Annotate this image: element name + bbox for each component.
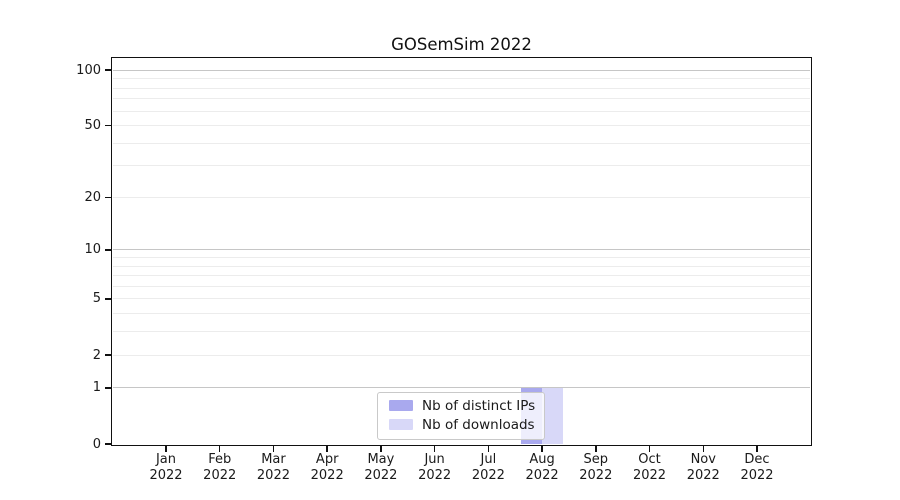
year-label: 2022 bbox=[525, 467, 559, 483]
month-label: May bbox=[367, 452, 395, 467]
minor-gridline bbox=[113, 142, 810, 144]
y-tick-label: 1 bbox=[92, 380, 101, 396]
month-label: Feb bbox=[208, 452, 232, 467]
legend-label-distinct-ips: Nb of distinct IPs bbox=[422, 397, 536, 414]
month-label: Oct bbox=[638, 452, 661, 467]
x-tick-label-jun: Jun 2022 bbox=[403, 452, 467, 483]
x-tick-label-dec: Dec 2022 bbox=[725, 452, 789, 483]
y-tick bbox=[105, 249, 112, 251]
y-tick-label: 2 bbox=[92, 347, 101, 363]
bar-aug-series-1 bbox=[542, 387, 564, 444]
minor-gridline bbox=[113, 313, 810, 315]
year-label: 2022 bbox=[203, 467, 237, 483]
minor-gridline bbox=[113, 275, 810, 277]
legend-item-distinct-ips: Nb of distinct IPs bbox=[378, 396, 544, 415]
y-tick-label: 50 bbox=[84, 118, 101, 134]
minor-gridline bbox=[113, 110, 810, 112]
year-label: 2022 bbox=[740, 467, 774, 483]
y-tick bbox=[105, 196, 112, 199]
y-tick-label: 10 bbox=[84, 242, 101, 258]
x-tick-label-feb: Feb 2022 bbox=[188, 452, 252, 483]
minor-gridline bbox=[113, 331, 810, 333]
x-tick bbox=[433, 445, 436, 452]
minor-gridline bbox=[113, 196, 810, 198]
month-label: Sep bbox=[583, 452, 609, 467]
y-tick-label: 100 bbox=[76, 62, 101, 78]
year-label: 2022 bbox=[632, 467, 667, 483]
y-tick bbox=[105, 298, 112, 300]
x-tick-label-may: May 2022 bbox=[349, 452, 413, 483]
year-label: 2022 bbox=[471, 467, 505, 483]
minor-gridline bbox=[113, 98, 810, 100]
minor-gridline bbox=[113, 165, 810, 167]
y-tick bbox=[105, 387, 112, 389]
legend-swatch-distinct-ips-icon bbox=[389, 400, 413, 411]
month-label: Dec bbox=[744, 452, 770, 467]
legend-swatch-downloads-icon bbox=[389, 419, 413, 430]
x-tick bbox=[487, 445, 490, 452]
minor-gridline bbox=[113, 78, 810, 80]
y-tick bbox=[105, 443, 112, 445]
month-label: Nov bbox=[690, 452, 716, 467]
minor-gridline bbox=[113, 257, 810, 258]
year-label: 2022 bbox=[149, 467, 183, 483]
x-tick bbox=[380, 445, 382, 452]
x-tick-label-apr: Apr 2022 bbox=[295, 452, 359, 483]
x-tick-label-jan: Jan 2022 bbox=[134, 452, 198, 483]
y-tick-label: 0 bbox=[92, 436, 101, 452]
year-label: 2022 bbox=[256, 467, 290, 483]
x-tick-label-jul: Jul 2022 bbox=[456, 452, 520, 483]
year-label: 2022 bbox=[579, 467, 613, 483]
x-tick bbox=[595, 445, 597, 452]
major-gridline bbox=[113, 387, 810, 389]
x-tick-label-oct: Oct 2022 bbox=[618, 452, 682, 483]
x-tick-label-nov: Nov 2022 bbox=[671, 452, 735, 483]
chart-title: GOSemSim 2022 bbox=[391, 35, 532, 54]
x-tick bbox=[541, 445, 543, 452]
month-label: Apr bbox=[315, 452, 339, 467]
x-tick-label-aug: Aug 2022 bbox=[510, 452, 574, 483]
y-tick-label: 20 bbox=[84, 189, 101, 205]
month-label: Jun bbox=[424, 452, 445, 467]
x-tick bbox=[218, 445, 221, 452]
year-label: 2022 bbox=[418, 467, 452, 483]
x-tick bbox=[326, 445, 328, 452]
year-label: 2022 bbox=[364, 467, 398, 483]
minor-gridline bbox=[113, 354, 810, 356]
y-tick-label: 5 bbox=[92, 291, 101, 307]
year-label: 2022 bbox=[686, 467, 720, 483]
x-tick bbox=[648, 445, 651, 452]
x-tick bbox=[756, 445, 758, 452]
major-gridline bbox=[113, 249, 810, 251]
month-label: Mar bbox=[261, 452, 286, 467]
x-tick-label-mar: Mar 2022 bbox=[241, 452, 305, 483]
y-tick bbox=[105, 124, 112, 127]
y-tick bbox=[105, 354, 112, 356]
legend-label-downloads: Nb of downloads bbox=[422, 416, 535, 433]
x-tick bbox=[702, 445, 705, 452]
y-tick bbox=[105, 69, 112, 71]
legend-item-downloads: Nb of downloads bbox=[378, 415, 544, 434]
x-tick bbox=[272, 445, 275, 452]
legend: Nb of distinct IPs Nb of downloads bbox=[377, 392, 545, 440]
plot-area: Nb of distinct IPs Nb of downloads bbox=[113, 59, 810, 444]
year-label: 2022 bbox=[310, 467, 344, 483]
minor-gridline bbox=[113, 298, 810, 300]
minor-gridline bbox=[113, 265, 810, 267]
minor-gridline bbox=[113, 125, 810, 127]
month-label: Jul bbox=[480, 452, 497, 467]
x-tick-label-sep: Sep 2022 bbox=[564, 452, 628, 483]
month-label: Jan bbox=[155, 452, 177, 467]
minor-gridline bbox=[113, 285, 810, 287]
x-tick bbox=[165, 445, 167, 452]
month-label: Aug bbox=[529, 452, 555, 467]
major-gridline bbox=[113, 69, 810, 71]
minor-gridline bbox=[113, 87, 810, 89]
